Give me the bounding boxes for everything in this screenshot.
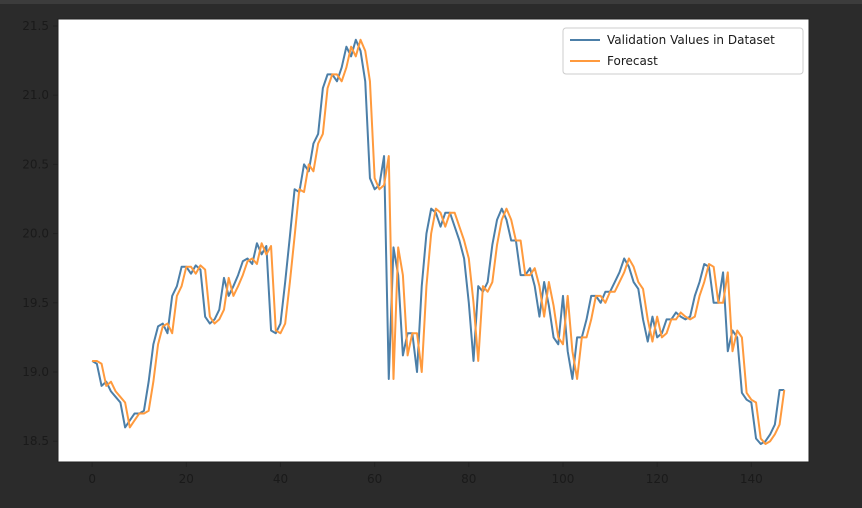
legend-box: [562, 27, 804, 75]
y-tick-label: 20.5: [22, 157, 49, 171]
y-axis: 18.5 19.0 19.5 20.0 20.5 21.0 21.5: [22, 19, 58, 448]
y-tick-label: 20.0: [22, 227, 49, 241]
y-tick-label: 21.0: [22, 88, 49, 102]
x-tick-label: 120: [646, 472, 669, 486]
series-line-validation: [91, 38, 785, 445]
series-layer: [91, 38, 786, 445]
y-tick-label: 21.5: [22, 19, 49, 33]
y-tick-label: 19.5: [22, 296, 49, 310]
x-tick-label: 60: [367, 472, 382, 486]
x-tick-label: 140: [740, 472, 763, 486]
legend-label-forecast: Forecast: [607, 54, 658, 68]
legend: Validation Values in Dataset Forecast: [562, 27, 804, 75]
x-tick-label: 80: [461, 472, 476, 486]
y-tick-label: 19.0: [22, 365, 49, 379]
legend-label-validation: Validation Values in Dataset: [607, 33, 775, 47]
series-line-forecast: [92, 38, 786, 445]
x-tick-label: 0: [88, 472, 96, 486]
x-tick-label: 40: [273, 472, 288, 486]
y-tick-label: 18.5: [22, 434, 49, 448]
x-tick-label: 100: [552, 472, 575, 486]
window-top-bar: [0, 0, 862, 4]
x-tick-label: 20: [179, 472, 194, 486]
x-axis: 0 20 40 60 80 100 120 140: [88, 462, 763, 486]
plot-area: [57, 18, 810, 463]
